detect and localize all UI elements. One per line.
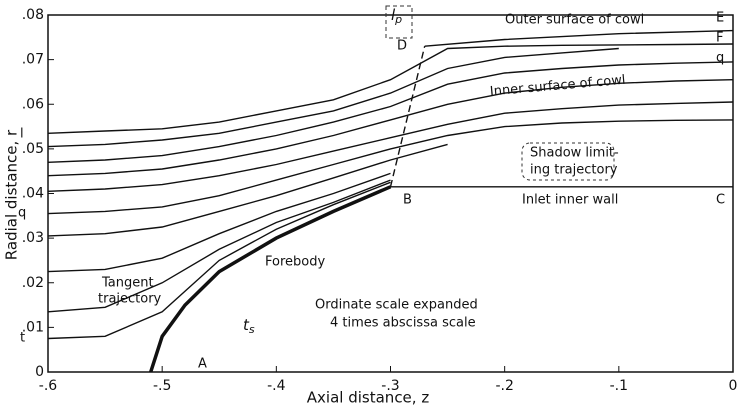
y-tick-label: .01 [22,319,44,335]
trajectory [47,61,734,163]
annotation: A [198,357,207,372]
trajectory [47,179,391,313]
trajectory [47,47,619,148]
annotation: Shadow limit- [530,146,619,161]
lip-box [385,5,413,39]
trajectory [47,143,448,237]
x-tick-label: -.4 [267,378,286,394]
annotation: Ordinate scale expanded [315,298,478,313]
label-sub: s [249,323,255,336]
annotation: D [397,39,407,54]
y-tick-label: 0 [35,364,44,380]
trajectory [47,181,391,340]
x-axis-label: Axial distance, z [307,389,430,407]
y-tick-label: .02 [22,275,44,291]
trajectory [47,43,734,134]
y-tick-label: .08 [22,7,44,23]
annotation: ing trajectory [530,163,618,178]
label-main: l [391,6,396,24]
label-main: t [243,316,250,334]
x-tick-label: -.3 [381,378,399,394]
annotation: Forebody [265,255,325,270]
annotation: q [18,206,26,221]
annotation: 4 times abscissa scale [330,316,476,331]
trajectory [424,29,734,47]
x-tick-label: 0 [729,378,738,394]
y-tick-label: .06 [22,96,44,112]
annotation: Tangent [101,276,154,291]
trajectory [47,172,391,273]
x-tick-label: -.2 [495,378,513,394]
annotation: l [20,127,24,142]
annotation: Outer surface of cowl [505,13,644,28]
annotation: E [716,11,724,26]
annotation: t [20,331,25,346]
annotation: trajectory [98,292,162,307]
y-tick-label: .04 [22,186,44,202]
annotation: C [716,193,725,208]
annotation: Inner surface of cowl [489,73,626,100]
y-tick-label: .07 [22,52,44,68]
trajectory [47,119,734,215]
point-label: ts [243,316,255,337]
x-tick-label: -.5 [153,378,171,394]
trajectory [389,46,426,187]
y-axis-label: Radial distance, r [3,129,21,260]
y-tick-label: .05 [22,141,44,157]
trajectory [47,101,734,192]
x-tick-label: -.6 [39,378,58,394]
annotation: F [716,31,723,46]
x-tick-label: -.1 [610,378,628,394]
label-box [521,142,615,181]
y-tick-label: .03 [22,230,44,246]
annotation: q [716,51,724,66]
annotation: Inlet inner wall [522,193,618,208]
label-sub: p [394,13,402,26]
point-label: lp [391,6,402,27]
trajectory [149,185,392,373]
trajectory [47,79,734,177]
annotation: B [403,193,412,208]
